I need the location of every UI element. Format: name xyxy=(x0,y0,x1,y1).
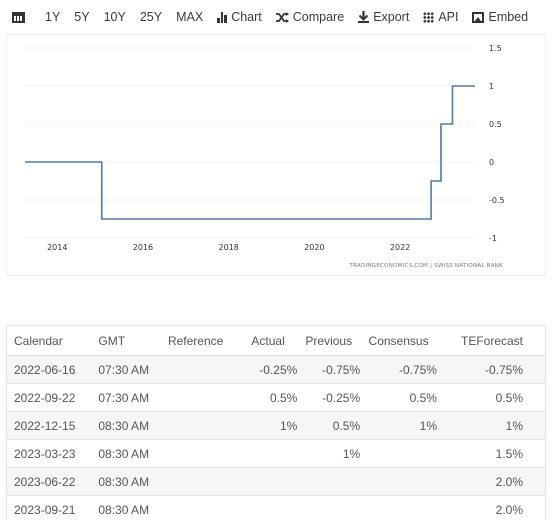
cell-actual xyxy=(238,439,298,468)
calendar-button[interactable] xyxy=(12,11,29,23)
col-previous: Previous xyxy=(297,325,361,356)
table-header-row: Calendar GMT Reference Actual Previous C… xyxy=(6,325,546,356)
col-actual: Actual xyxy=(238,325,298,356)
cell-gmt: 07:30 AM xyxy=(92,355,162,384)
y-tick-label: 0 xyxy=(489,158,494,167)
table-row: 2023-09-21 08:30 AM 2.0% xyxy=(6,495,546,520)
x-tick-label: 2014 xyxy=(47,243,67,252)
cell-reference xyxy=(161,467,239,496)
y-tick-label: -0.5 xyxy=(489,196,505,205)
embed-label: Embed xyxy=(488,10,529,24)
range-max-button[interactable]: MAX xyxy=(176,10,204,24)
range-5y-button[interactable]: 5Y xyxy=(74,10,90,24)
table-row: 2023-03-23 08:30 AM 1% 1.5% xyxy=(6,439,546,468)
y-tick-label: 1.5 xyxy=(489,44,502,53)
cell-reference xyxy=(161,355,239,384)
range-1y-button[interactable]: 1Y xyxy=(45,10,61,24)
cell-consensus xyxy=(360,467,437,496)
cell-consensus xyxy=(360,495,437,520)
cell-date: 2023-09-21 xyxy=(6,495,93,520)
export-label: Export xyxy=(373,10,410,24)
x-tick-label: 2016 xyxy=(133,243,153,252)
cell-date: 2022-09-22 xyxy=(6,383,93,412)
export-button[interactable]: Export xyxy=(358,10,409,24)
calendar-icon xyxy=(12,11,25,23)
range-10y-button[interactable]: 10Y xyxy=(103,10,126,24)
cell-teforecast: 1.5% xyxy=(436,439,546,468)
compare-label: Compare xyxy=(292,10,345,24)
image-icon xyxy=(472,11,485,23)
cell-teforecast: 2.0% xyxy=(436,467,546,496)
cell-gmt: 08:30 AM xyxy=(92,495,162,520)
cell-teforecast: -0.75% xyxy=(436,355,546,384)
table-row: 2023-06-22 08:30 AM 2.0% xyxy=(6,467,546,496)
cell-actual xyxy=(238,467,298,496)
cell-gmt: 07:30 AM xyxy=(92,383,162,412)
chart-attribution: TRADINGECONOMICS.COM | SWISS NATIONAL BA… xyxy=(349,263,503,269)
cell-actual: 1% xyxy=(238,411,298,440)
col-calendar: Calendar xyxy=(6,325,93,356)
cell-consensus xyxy=(360,439,437,468)
api-button[interactable]: API xyxy=(423,10,458,24)
shuffle-icon xyxy=(275,11,289,23)
cell-previous: -0.75% xyxy=(297,355,361,384)
cell-previous: 0.5% xyxy=(297,411,361,440)
embed-button[interactable]: Embed xyxy=(472,10,528,24)
table-row: 2022-12-15 08:30 AM 1% 0.5% 1% 1% xyxy=(6,411,546,440)
cell-teforecast: 0.5% xyxy=(436,383,546,412)
grid-icon xyxy=(423,11,435,23)
cell-date: 2022-12-15 xyxy=(6,411,93,440)
series-line xyxy=(25,85,475,220)
table-row: 2022-09-22 07:30 AM 0.5% -0.25% 0.5% 0.5% xyxy=(6,383,546,412)
chart-toolbar: 1Y 5Y 10Y 25Y MAX Chart Compare Export A… xyxy=(0,0,554,34)
compare-button[interactable]: Compare xyxy=(275,10,345,24)
cell-reference xyxy=(161,383,239,412)
cell-previous: -0.25% xyxy=(297,383,361,412)
col-reference: Reference xyxy=(161,325,239,356)
table-row: 2022-06-16 07:30 AM -0.25% -0.75% -0.75% -0.7… xyxy=(6,355,546,384)
col-teforecast: TEForecast xyxy=(436,325,546,356)
x-tick-label: 2022 xyxy=(390,243,410,252)
x-tick-label: 2018 xyxy=(219,243,239,252)
cell-date: 2023-06-22 xyxy=(6,467,93,496)
calendar-table: Calendar GMT Reference Actual Previous C… xyxy=(6,325,546,520)
y-tick-label: 1 xyxy=(489,82,494,91)
cell-reference xyxy=(161,411,239,440)
interest-rate-chart: 1.5 1 0.5 0 -0.5 -1 2014 2016 2018 2020 2022 TRADI… xyxy=(6,34,546,276)
cell-reference xyxy=(161,439,239,468)
api-label: API xyxy=(438,10,459,24)
download-icon xyxy=(358,11,370,23)
bar-chart-icon xyxy=(217,11,227,23)
cell-gmt: 08:30 AM xyxy=(92,411,162,440)
cell-consensus: 1% xyxy=(360,411,437,440)
col-consensus: Consensus xyxy=(360,325,437,356)
cell-previous: 1% xyxy=(297,439,361,468)
cell-gmt: 08:30 AM xyxy=(92,467,162,496)
cell-date: 2023-03-23 xyxy=(6,439,93,468)
cell-consensus: 0.5% xyxy=(360,383,437,412)
col-gmt: GMT xyxy=(92,325,162,356)
cell-teforecast: 2.0% xyxy=(436,495,546,520)
cell-actual xyxy=(238,495,298,520)
cell-actual: -0.25% xyxy=(238,355,298,384)
line-chart: 1.5 1 0.5 0 -0.5 -1 2014 2016 2018 2020 2022 xyxy=(25,44,505,252)
cell-reference xyxy=(161,495,239,520)
cell-previous xyxy=(297,467,361,496)
y-tick-label: 0.5 xyxy=(489,120,502,129)
cell-gmt: 08:30 AM xyxy=(92,439,162,468)
chart-label: Chart xyxy=(231,10,262,24)
x-tick-label: 2020 xyxy=(304,243,324,252)
chart-button[interactable]: Chart xyxy=(217,10,262,24)
y-tick-label: -1 xyxy=(489,234,497,243)
cell-teforecast: 1% xyxy=(436,411,546,440)
cell-date: 2022-06-16 xyxy=(6,355,93,384)
range-25y-button[interactable]: 25Y xyxy=(139,10,163,24)
cell-consensus: -0.75% xyxy=(360,355,437,384)
cell-actual: 0.5% xyxy=(238,383,298,412)
cell-previous xyxy=(297,495,361,520)
